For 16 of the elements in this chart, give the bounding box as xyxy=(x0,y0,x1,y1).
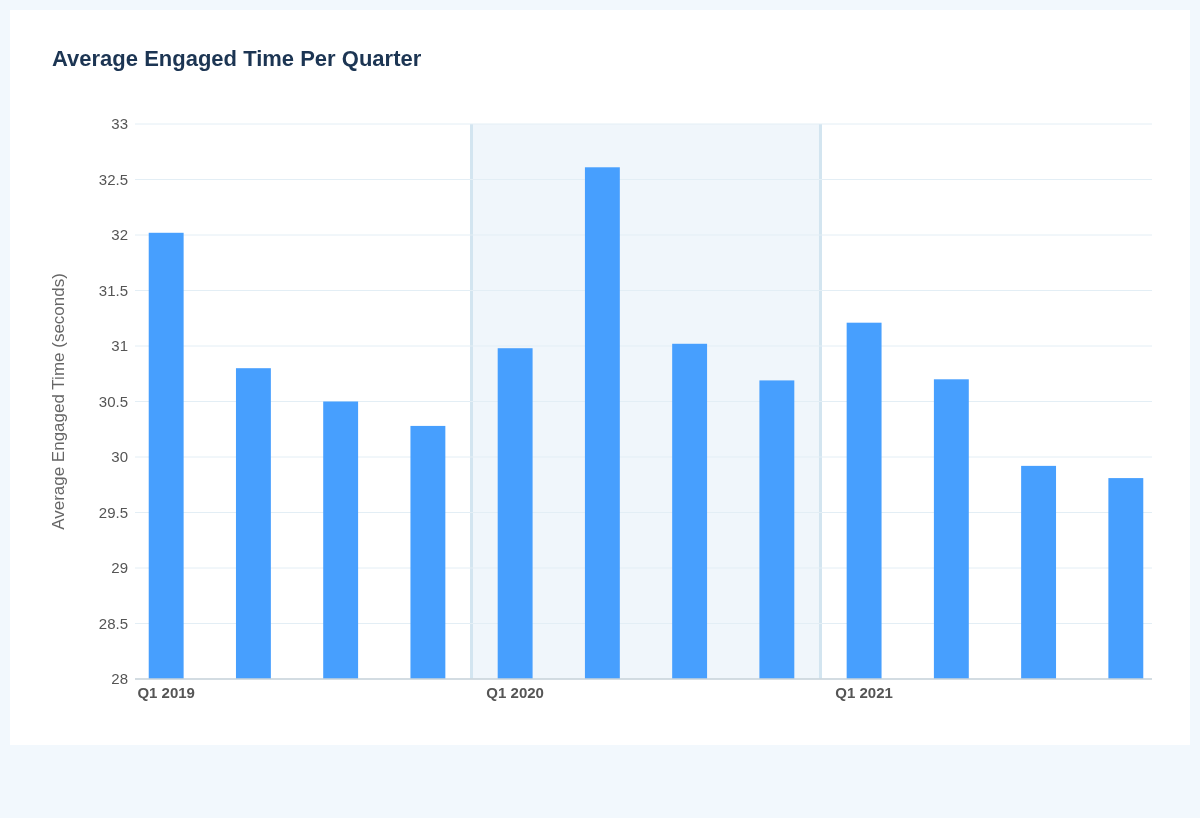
y-tick-label: 31.5 xyxy=(98,281,128,299)
y-tick-label: 28 xyxy=(111,670,128,688)
chart-title: Average Engaged Time Per Quarter xyxy=(52,46,422,71)
y-tick-label: 31 xyxy=(111,337,128,355)
x-tick-label: Q1 2019 xyxy=(137,684,195,701)
y-tick-label: 32 xyxy=(111,226,128,244)
y-tick-label: 30 xyxy=(111,448,128,466)
x-tick-label: Q1 2021 xyxy=(835,684,893,701)
y-axis-title: Average Engaged Time (seconds) xyxy=(49,273,68,530)
y-tick-label: 32.5 xyxy=(98,170,128,188)
x-tick-label: Q1 2020 xyxy=(486,684,544,701)
y-tick-label: 28.5 xyxy=(98,614,128,632)
y-tick-label: 30.5 xyxy=(98,392,128,410)
y-tick-label: 29.5 xyxy=(98,503,128,521)
y-tick-label: 33 xyxy=(111,115,128,133)
y-tick-label: 29 xyxy=(111,559,128,577)
